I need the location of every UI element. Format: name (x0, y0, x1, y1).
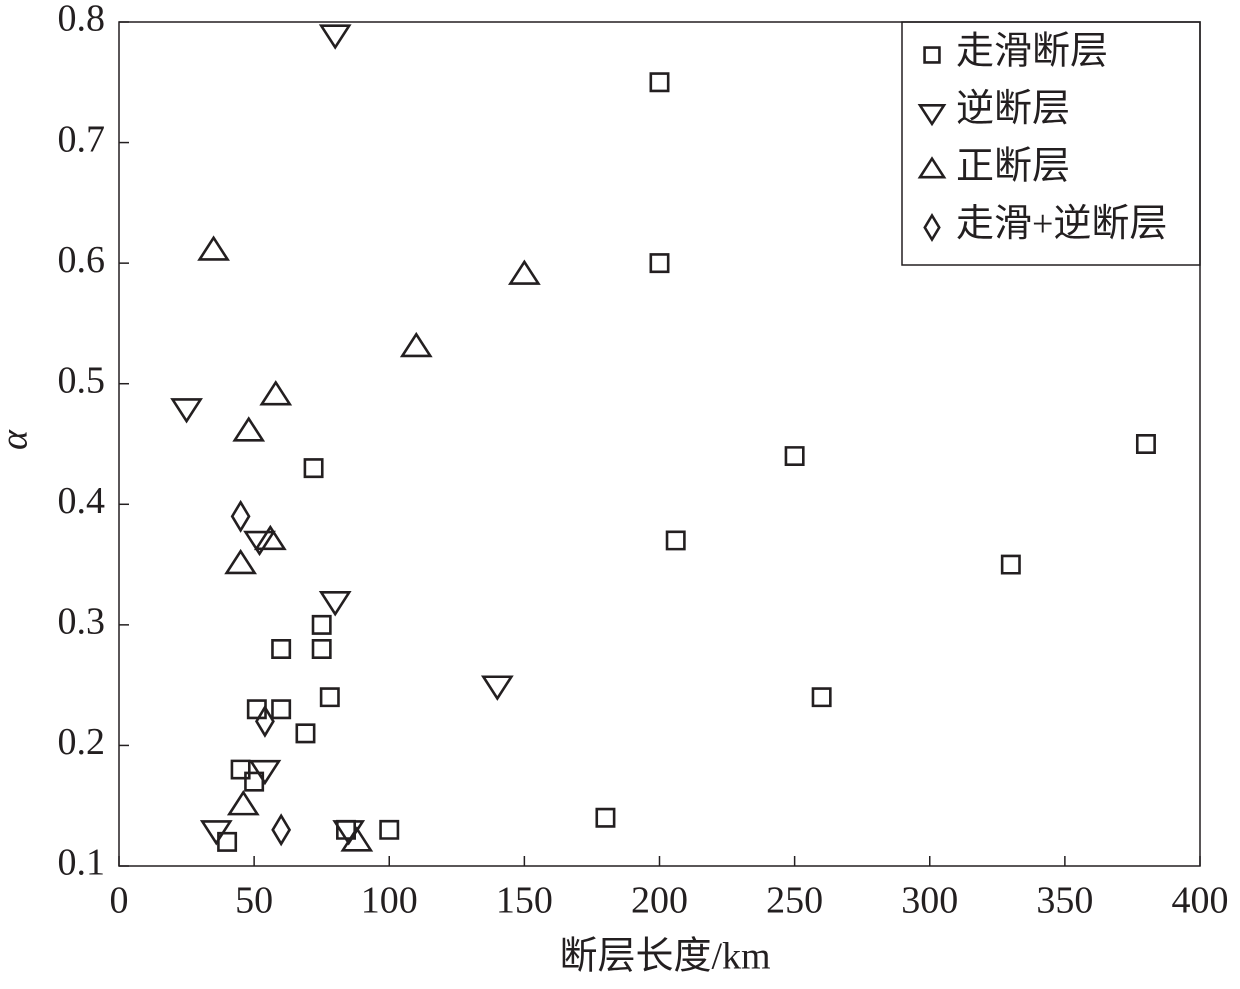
point (399, 331, 433, 358)
legend-marker (923, 212, 941, 243)
legend-label: 正断层 (956, 146, 1070, 188)
point (318, 591, 352, 617)
y-tick-label: 0.1 (58, 842, 106, 884)
point (595, 807, 616, 828)
legend-box (901, 21, 1201, 266)
point (1000, 554, 1021, 575)
y-tick-label: 0.6 (58, 239, 106, 281)
point (243, 530, 276, 557)
x-tick-label: 200 (631, 880, 688, 922)
x-tick-label: 0 (110, 880, 129, 922)
legend-label: 逆断层 (956, 88, 1070, 130)
point (507, 259, 541, 285)
x-tick-label: 150 (496, 880, 553, 922)
point (649, 253, 670, 274)
point (230, 499, 251, 533)
x-tick-label: 350 (1036, 880, 1093, 922)
point (271, 699, 292, 720)
point (271, 638, 292, 659)
y-tick-label: 0.2 (58, 721, 106, 763)
x-tick-label: 100 (361, 880, 418, 922)
point (311, 638, 332, 659)
point (295, 723, 316, 744)
point (255, 704, 275, 738)
point (649, 72, 670, 93)
point (318, 24, 352, 50)
point (224, 548, 257, 575)
point (253, 524, 287, 551)
point (480, 675, 514, 701)
legend-label: 走滑断层 (956, 31, 1108, 73)
legend-marker (917, 156, 947, 179)
point (230, 759, 251, 780)
point (199, 820, 233, 846)
point (811, 687, 832, 708)
point (271, 813, 292, 847)
point (248, 759, 282, 786)
point (303, 458, 324, 479)
point (379, 819, 400, 840)
point (170, 398, 203, 424)
point (217, 831, 238, 852)
x-tick-label: 250 (766, 880, 823, 922)
point (340, 826, 374, 852)
point (259, 380, 293, 406)
x-tick-label: 400 (1172, 880, 1229, 922)
point (665, 530, 686, 551)
y-tick-label: 0.5 (58, 359, 106, 401)
point (1135, 434, 1156, 454)
x-tick-label: 300 (901, 880, 958, 922)
legend-label: 走滑+逆断层 (956, 203, 1167, 245)
x-tick-label: 50 (235, 880, 273, 922)
point (232, 416, 266, 442)
legend-marker (917, 104, 947, 127)
point (226, 790, 260, 816)
point (311, 614, 332, 635)
point (246, 699, 267, 720)
y-tick-label: 0.7 (58, 118, 106, 160)
y-tick-label: 0.8 (58, 0, 106, 40)
point (197, 235, 230, 261)
y-tick-label: 0.4 (58, 480, 106, 522)
y-axis-label: α (0, 429, 36, 450)
legend-marker (923, 46, 941, 64)
point (784, 446, 805, 467)
x-axis-label: 断层长度/km (559, 936, 770, 978)
point (319, 687, 340, 708)
y-tick-label: 0.3 (58, 601, 106, 643)
